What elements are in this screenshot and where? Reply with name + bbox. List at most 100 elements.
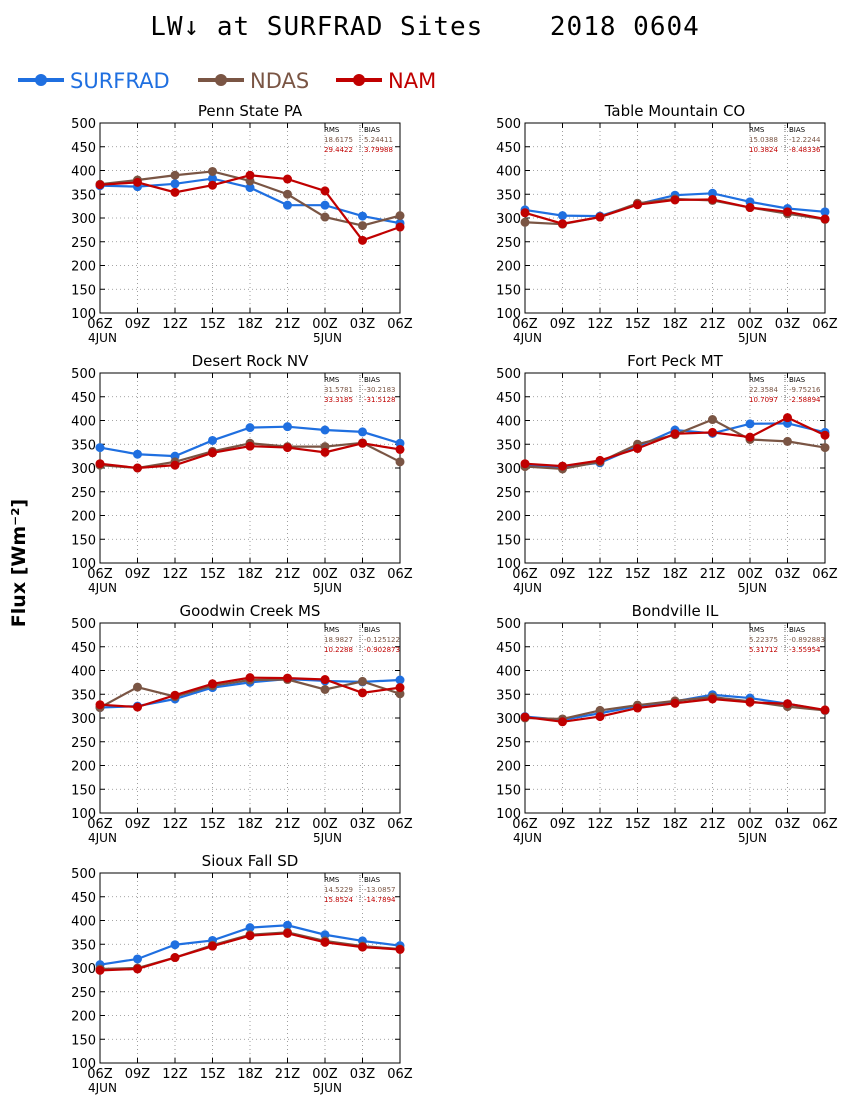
x-tick-label: 15Z — [200, 317, 226, 332]
data-point-ndas — [358, 221, 367, 231]
x-day-label: 4JUN — [88, 581, 117, 595]
x-tick-label: 06Z — [812, 817, 838, 832]
data-point-surfrad — [558, 211, 567, 221]
stats-bias-value: -30.2183 — [364, 386, 395, 394]
data-point-nam — [745, 203, 755, 213]
data-point-ndas — [520, 217, 530, 227]
legend-item-surfrad: SURFRAD — [18, 69, 170, 93]
data-point-nam — [745, 697, 755, 707]
x-tick-label: 03Z — [350, 1067, 376, 1082]
data-point-ndas — [208, 166, 217, 176]
data-point-nam — [133, 964, 142, 974]
y-tick-label: 200 — [496, 260, 521, 275]
data-point-ndas — [595, 705, 605, 715]
data-point-nam — [133, 463, 142, 473]
data-point-nam — [208, 679, 217, 689]
x-tick-label: 18Z — [662, 317, 688, 332]
x-tick-label: 06Z — [812, 317, 838, 332]
chart-title: LW↓ at SURFRAD Sites 2018 0604 — [150, 12, 700, 42]
y-tick-label: 200 — [71, 760, 96, 775]
data-point-nam — [95, 459, 105, 469]
data-point-ndas — [395, 689, 405, 699]
y-tick-label: 250 — [71, 736, 96, 751]
data-point-nam — [208, 448, 217, 458]
data-point-surfrad — [208, 174, 217, 184]
y-tick-label: 150 — [71, 783, 96, 798]
stats-rms-value: 31.5781 — [324, 386, 353, 394]
x-tick-label: 03Z — [775, 817, 801, 832]
panel-title: Fort Peck MT — [627, 352, 723, 370]
stats-bias-value: 3.79988 — [364, 146, 393, 154]
y-tick-label: 100 — [71, 807, 96, 822]
data-point-nam — [320, 186, 330, 196]
data-point-nam — [558, 717, 567, 727]
y-tick-label: 400 — [71, 415, 96, 430]
x-day-label: 4JUN — [513, 831, 542, 845]
data-point-surfrad — [395, 438, 405, 448]
data-point-nam — [320, 447, 330, 457]
data-point-ndas — [783, 436, 792, 446]
y-tick-label: 250 — [496, 736, 521, 751]
panel-sioux-fall-sd: 100 150 200 250 300 350 400 450 500 06Z 09Z 12Z 15Z 1… — [71, 852, 413, 1095]
data-point-ndas — [395, 457, 405, 467]
y-tick-label: 100 — [71, 1057, 96, 1072]
y-tick-label: 400 — [496, 165, 521, 180]
x-day-label: 4JUN — [513, 581, 542, 595]
x-tick-label: 18Z — [237, 567, 263, 582]
data-point-nam — [208, 180, 217, 190]
data-point-nam — [820, 214, 830, 224]
data-point-nam — [170, 953, 180, 963]
y-tick-label: 200 — [496, 760, 521, 775]
data-point-nam — [595, 455, 605, 465]
data-point-nam — [558, 461, 567, 471]
panel-goodwin-creek-ms: 100 150 200 250 300 350 400 450 500 06Z 09Z 12Z 15Z 1… — [71, 602, 413, 845]
stats-bias-value: -2.58894 — [789, 396, 821, 404]
y-tick-label: 250 — [71, 236, 96, 251]
x-tick-label: 15Z — [200, 567, 226, 582]
series-nam — [520, 413, 830, 471]
stats-bias-value: -31.5128 — [364, 396, 395, 404]
data-point-ndas — [320, 685, 330, 694]
x-tick-label: 12Z — [587, 567, 613, 582]
data-point-nam — [520, 459, 530, 469]
data-point-nam — [783, 207, 792, 217]
data-point-nam — [133, 177, 142, 187]
y-tick-label: 450 — [71, 141, 96, 156]
x-tick-label: 06Z — [87, 567, 113, 582]
data-point-surfrad — [320, 200, 330, 210]
data-point-nam — [708, 194, 717, 204]
data-point-nam — [820, 430, 830, 440]
legend-marker — [35, 74, 47, 86]
data-point-nam — [395, 944, 405, 954]
x-tick-label: 00Z — [312, 317, 338, 332]
data-point-surfrad — [358, 211, 367, 221]
x-tick-label: 12Z — [162, 567, 188, 582]
series-nam — [95, 928, 405, 975]
stats-bias-value: -14.7894 — [364, 896, 396, 904]
data-point-ndas — [358, 676, 367, 686]
data-point-nam — [170, 460, 180, 470]
x-tick-label: 03Z — [350, 567, 376, 582]
x-tick-label: 06Z — [87, 1067, 113, 1082]
data-point-nam — [633, 703, 642, 713]
y-tick-label: 150 — [71, 533, 96, 548]
stats-bias-header: BIAS — [789, 126, 806, 134]
panel-title: Penn State PA — [198, 102, 303, 120]
data-point-nam — [95, 965, 105, 975]
x-tick-label: 21Z — [700, 567, 726, 582]
x-tick-label: 06Z — [512, 567, 538, 582]
y-tick-label: 150 — [496, 533, 521, 548]
x-tick-label: 00Z — [737, 817, 763, 832]
y-tick-label: 250 — [496, 486, 521, 501]
data-point-surfrad — [395, 675, 405, 685]
y-tick-label: 200 — [71, 260, 96, 275]
data-point-nam — [595, 212, 605, 222]
data-point-nam — [358, 688, 367, 698]
data-point-nam — [633, 444, 642, 454]
x-tick-label: 03Z — [350, 817, 376, 832]
panel-bondville-il: 100 150 200 250 300 350 400 450 500 06Z 09Z 12Z 15Z 1… — [496, 602, 838, 845]
y-tick-label: 300 — [71, 212, 96, 227]
y-tick-label: 450 — [496, 391, 521, 406]
data-point-surfrad — [320, 930, 330, 940]
x-tick-label: 06Z — [512, 317, 538, 332]
